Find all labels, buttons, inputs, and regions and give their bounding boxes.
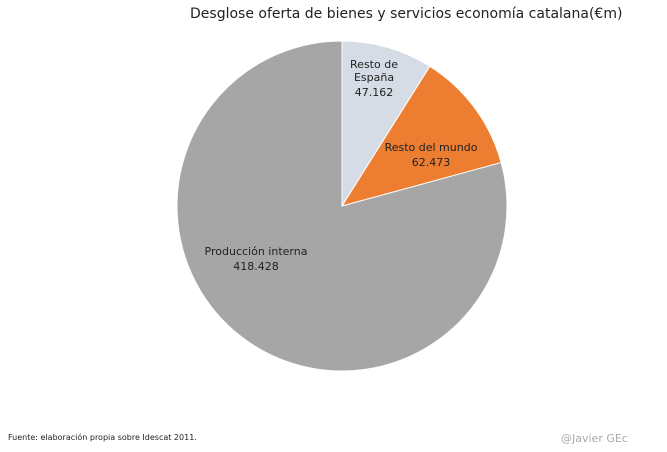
slice-label: Resto de España bbox=[350, 58, 398, 84]
pie-slice bbox=[176, 40, 508, 372]
value-label: 47.162 bbox=[354, 86, 394, 99]
pie-slice bbox=[341, 40, 431, 208]
credit: @Javier GEc bbox=[561, 432, 628, 445]
value-label: 418.428 bbox=[233, 260, 279, 273]
slice-label: Resto del mundo bbox=[384, 141, 478, 154]
chart-title: Desglose oferta de bienes y servicios ec… bbox=[190, 6, 623, 22]
value-label: 62.473 bbox=[411, 156, 451, 169]
pie-slice bbox=[340, 65, 502, 207]
source-note: Fuente: elaboración propia sobre Idescat… bbox=[8, 433, 197, 442]
slice-label: Producción interna bbox=[204, 245, 308, 258]
